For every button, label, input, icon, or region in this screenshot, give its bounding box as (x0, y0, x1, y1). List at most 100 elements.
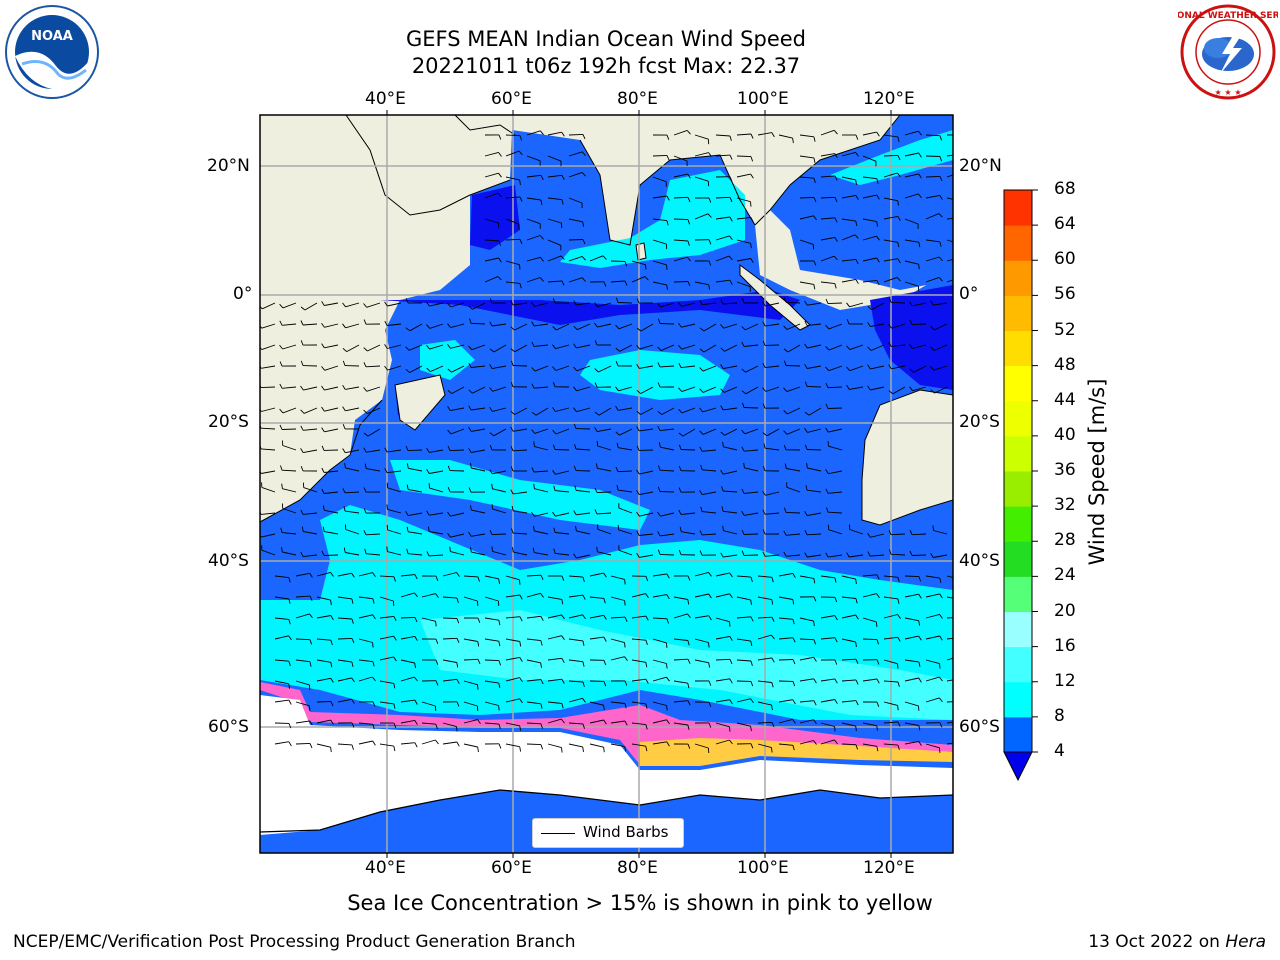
wind-barb-flag (687, 700, 691, 706)
wind-barb (765, 365, 780, 369)
wind-barb-flag (721, 506, 724, 512)
wind-barb (652, 573, 667, 577)
wind-barb (555, 470, 570, 475)
wind-barb-flag (762, 321, 766, 327)
wind-barb (492, 323, 507, 327)
wind-barb (631, 743, 646, 747)
wind-barb (786, 468, 801, 472)
wind-barb-flag (771, 657, 775, 663)
wind-barb-flag (363, 432, 369, 437)
wind-barb-flag (573, 407, 577, 412)
wind-barb-flag (666, 155, 670, 161)
wind-barb-flag (384, 365, 388, 371)
wind-barb (484, 680, 499, 684)
wind-barb (619, 428, 633, 436)
wind-barb-flag (657, 511, 661, 517)
wind-barb (484, 172, 499, 178)
wind-barb (631, 638, 647, 641)
wind-barb-flag (330, 719, 334, 725)
colorbar-tick-label: 40 (1054, 424, 1076, 445)
wind-barb (841, 658, 857, 661)
wind-barb-flag (489, 321, 493, 327)
wind-barb-flag (699, 490, 703, 495)
wind-barb-flag (498, 172, 502, 178)
wind-barb-flag (666, 719, 670, 725)
wind-barb-flag (896, 277, 901, 282)
wind-barb-flag (498, 641, 501, 647)
wind-barb (463, 596, 478, 602)
wind-barb (673, 239, 689, 242)
footer-machine: Hera (1225, 932, 1266, 952)
wind-barb-flag (510, 360, 514, 366)
wind-barb-flag (531, 467, 535, 473)
wind-barb (323, 554, 339, 556)
wind-barb-flag (533, 526, 535, 532)
wind-barb-flag (468, 426, 472, 432)
wind-barb (471, 344, 486, 351)
wind-barb (534, 488, 549, 493)
wind-barb (715, 572, 730, 577)
wind-barb-flag (720, 347, 725, 352)
wind-barb (576, 512, 591, 516)
wind-barb-flag (603, 615, 607, 620)
wind-barb-flag (645, 640, 648, 646)
wind-barb-flag (855, 221, 858, 227)
wind-barb-flag (939, 593, 943, 599)
wind-barb (337, 596, 352, 600)
wind-barb-flag (575, 525, 577, 531)
wind-barb-flag (666, 618, 669, 624)
wind-barb-flag (489, 348, 495, 353)
wind-barb (778, 699, 793, 703)
wind-barb (703, 344, 717, 353)
wind-barb (526, 155, 541, 162)
wind-barb-flag (687, 256, 691, 262)
wind-barb-flag (762, 551, 766, 557)
wind-barb (597, 302, 612, 308)
wind-barb-flag (825, 346, 830, 351)
wind-barb (925, 697, 940, 703)
wind-barb (597, 528, 612, 535)
wind-barb-flag (573, 300, 577, 306)
wind-barb (757, 634, 772, 640)
wind-barb-flag (288, 661, 291, 667)
wind-barb (576, 302, 591, 306)
wind-barb-flag (321, 406, 325, 412)
wind-barb (358, 740, 373, 745)
wind-barb-flag (489, 469, 493, 475)
wind-barb-flag (426, 551, 430, 557)
wind-barb-flag (603, 572, 607, 578)
wind-barb-flag (603, 598, 606, 604)
wind-barb-flag (930, 366, 935, 371)
wind-barb-flag (330, 678, 334, 683)
wind-barb (513, 510, 528, 514)
wind-barb (778, 637, 793, 640)
wind-barb-flag (497, 276, 502, 281)
wind-barb-flag (804, 363, 808, 369)
wind-barb-flag (456, 597, 459, 604)
wind-barb-flag (447, 302, 451, 308)
wind-barb-flag (687, 197, 691, 203)
wind-barb (471, 407, 486, 411)
wind-barb-flag (364, 463, 367, 469)
wind-barb (765, 323, 780, 327)
wind-barb (365, 365, 381, 368)
wind-barb (799, 678, 814, 682)
wind-barb-flag (846, 384, 850, 390)
wind-barb (463, 719, 478, 724)
wind-barb (883, 701, 898, 706)
wind-barb-flag (729, 659, 733, 665)
wind-barb (618, 529, 633, 535)
wind-barb (366, 553, 381, 556)
wind-barb (337, 659, 352, 663)
wind-barb (828, 344, 843, 351)
wind-barb-flag (279, 424, 283, 430)
wind-barb (387, 551, 402, 556)
wind-barb-flag (867, 346, 872, 351)
wind-barb-flag (729, 216, 733, 222)
wind-barb-flag (804, 530, 808, 535)
wind-barb (682, 428, 696, 437)
wind-barb (778, 134, 793, 139)
wind-barb (660, 512, 675, 517)
wind-barb-flag (594, 487, 598, 493)
wind-barb (946, 197, 953, 200)
